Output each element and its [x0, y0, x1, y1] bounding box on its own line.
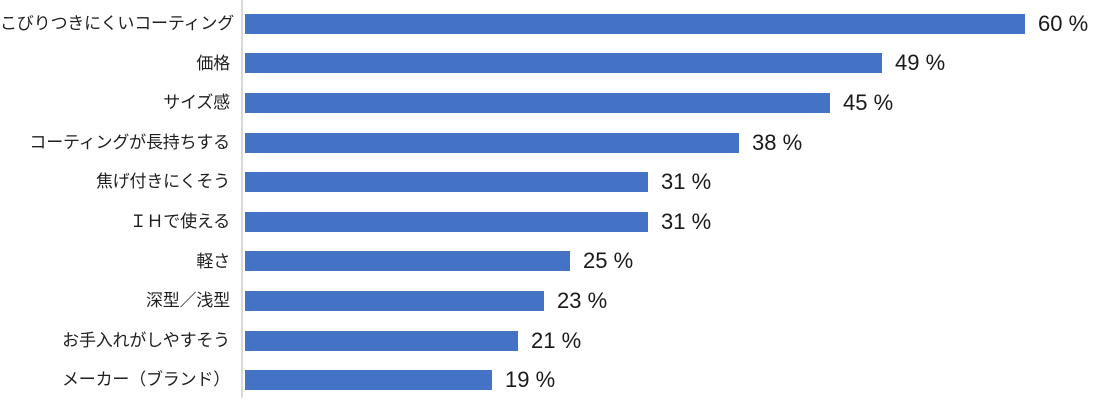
plot-area: こびりつきにくいコーティング 60 % 価格 49 % サイズ感 45 % コーティングが長… — [0, 4, 1097, 400]
value-label: 38 % — [752, 129, 803, 155]
value-label: 60 % — [1038, 10, 1089, 36]
bar — [245, 290, 544, 311]
bar — [245, 13, 1025, 34]
value-label: 49 % — [895, 50, 946, 76]
bar — [245, 172, 648, 193]
category-label: ＩＨで使える — [129, 211, 230, 231]
category-label: 価格 — [196, 53, 230, 73]
value-label: 31 % — [661, 169, 712, 195]
value-label: 23 % — [557, 287, 608, 313]
category-label: 焦げ付きにくそう — [95, 172, 230, 192]
value-label: 31 % — [661, 208, 712, 234]
value-label: 45 % — [843, 89, 894, 115]
category-label: コーティングが長持ちする — [29, 132, 230, 152]
category-label: お手入れがしやすそう — [62, 330, 230, 350]
value-label: 19 % — [505, 367, 556, 393]
value-label: 21 % — [531, 327, 582, 353]
bar — [245, 132, 739, 153]
bar-row: お手入れがしやすそう 21 % — [0, 321, 1097, 361]
bar — [245, 53, 882, 74]
category-label: サイズ感 — [163, 93, 230, 113]
bar-row: ＩＨで使える 31 % — [0, 202, 1097, 242]
bar-row: 焦げ付きにくそう 31 % — [0, 162, 1097, 202]
category-label: 軽さ — [196, 251, 230, 271]
bar — [245, 370, 492, 391]
bar-row: 軽さ 25 % — [0, 242, 1097, 282]
bar — [245, 251, 570, 272]
bar-row: コーティングが長持ちする 38 % — [0, 123, 1097, 163]
bar — [245, 211, 648, 232]
category-label: こびりつきにくいコーティング — [0, 14, 235, 34]
bar-row: こびりつきにくいコーティング 60 % — [0, 4, 1097, 44]
bar — [245, 330, 518, 351]
category-label: メーカー（ブランド） — [62, 370, 230, 390]
y-axis-line — [241, 0, 243, 398]
bar — [245, 92, 830, 113]
value-label: 25 % — [583, 248, 634, 274]
bar-row: 深型／浅型 23 % — [0, 281, 1097, 321]
bar-row: 価格 49 % — [0, 44, 1097, 84]
bar-row: サイズ感 45 % — [0, 83, 1097, 123]
category-label: 深型／浅型 — [146, 291, 230, 311]
bar-row: メーカー（ブランド） 19 % — [0, 360, 1097, 400]
